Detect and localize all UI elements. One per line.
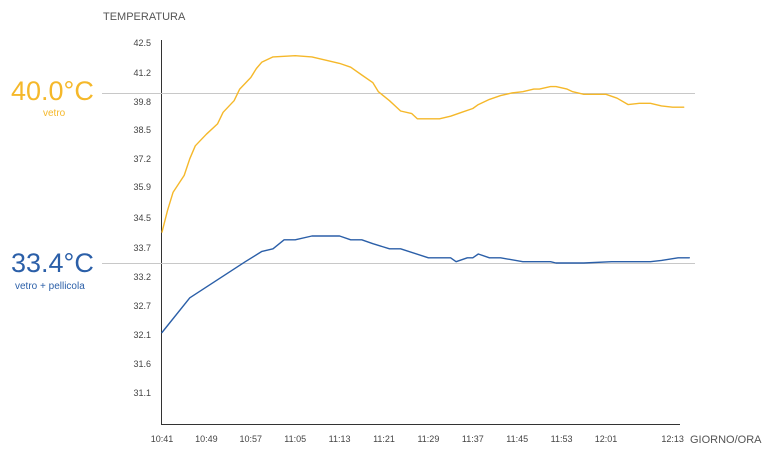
x-tick-label: 10:57 — [240, 434, 263, 444]
y-tick-label: 31.1 — [133, 388, 151, 398]
y-tick-label: 37.2 — [133, 154, 151, 164]
reference-value-vetro-pellicola: 33.4°C — [11, 248, 94, 278]
y-axis-title: TEMPERATURA — [103, 11, 186, 23]
y-tick-label: 33.7 — [133, 243, 151, 253]
x-tick-label: 11:29 — [417, 434, 439, 444]
x-tick-label: 11:53 — [551, 434, 573, 444]
x-tick-label: 10:49 — [195, 434, 218, 444]
x-tick-label: 12:13 — [661, 434, 684, 444]
y-tick-label: 34.5 — [133, 213, 151, 223]
y-tick-label: 41.2 — [133, 68, 151, 78]
y-tick-label: 35.9 — [133, 182, 151, 192]
y-tick-label: 33.2 — [133, 272, 151, 282]
x-tick-label: 11:37 — [462, 434, 484, 444]
reference-label-vetro-pellicola: vetro + pellicola — [15, 281, 85, 292]
x-tick-label: 12:01 — [595, 434, 618, 444]
x-axis-title: GIORNO/ORA — [690, 434, 762, 446]
x-tick-label: 11:05 — [284, 434, 306, 444]
x-tick-label: 11:21 — [373, 434, 395, 444]
y-tick-label: 42.5 — [133, 38, 151, 48]
series-line-vetro-pellicola — [161, 235, 690, 334]
y-tick-label: 38.5 — [133, 125, 151, 135]
x-tick-label: 11:13 — [329, 434, 351, 444]
reference-value-vetro: 40.0°C — [11, 76, 94, 106]
series-line-vetro — [161, 55, 685, 233]
y-tick-label: 39.8 — [133, 97, 151, 107]
y-tick-label: 32.7 — [133, 301, 151, 311]
y-tick-label: 31.6 — [133, 359, 151, 369]
y-tick-label: 32.1 — [133, 330, 151, 340]
x-tick-label: 10:41 — [151, 434, 174, 444]
x-tick-label: 11:45 — [506, 434, 528, 444]
reference-label-vetro: vetro — [43, 108, 66, 119]
